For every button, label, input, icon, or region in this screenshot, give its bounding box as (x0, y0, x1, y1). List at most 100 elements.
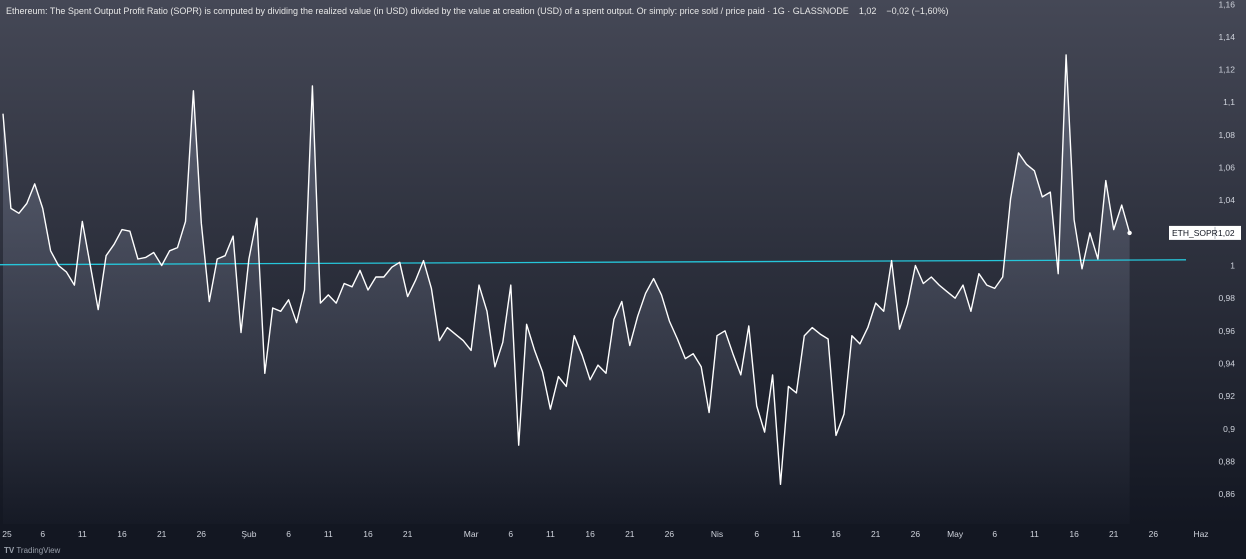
data-point (953, 296, 957, 300)
series-description: Ethereum: The Spent Output Profit Ratio … (6, 6, 765, 16)
data-point (929, 275, 933, 279)
x-tick-label: 11 (324, 529, 333, 539)
data-point (406, 295, 410, 299)
separator (851, 6, 856, 16)
data-point (414, 278, 418, 282)
data-point (612, 317, 616, 321)
x-axis[interactable]: 25 6 11 16 21 26 Şub 6 11 16 21 Mar 6 11 16 21 26 Nis 6 11 1… (2, 529, 1208, 539)
data-point (215, 257, 219, 261)
data-point (25, 202, 29, 206)
data-point (1032, 169, 1036, 173)
data-point (342, 282, 346, 286)
last-value-text: 1,02 (858, 6, 877, 16)
data-point (826, 337, 830, 341)
x-tick-label: Şub (241, 529, 256, 539)
data-point (882, 309, 886, 313)
data-point (779, 482, 783, 486)
data-point (977, 272, 981, 276)
data-point (699, 365, 703, 369)
change-text: −0,02 (−1,60%) (886, 6, 949, 16)
y-tick-label: 0,96 (1218, 326, 1235, 336)
data-point (239, 331, 243, 335)
x-tick-label: May (947, 529, 964, 539)
data-point (160, 264, 164, 268)
data-point (937, 283, 941, 287)
data-point (620, 300, 624, 304)
data-point (866, 326, 870, 330)
y-tick-label: 1 (1230, 261, 1235, 271)
data-point (453, 332, 457, 336)
data-point (858, 342, 862, 346)
data-point (461, 339, 465, 343)
data-point (850, 334, 854, 338)
data-point (72, 283, 76, 287)
data-point (469, 348, 473, 352)
data-point (295, 321, 299, 325)
data-point (906, 303, 910, 307)
y-tick-label: 1,06 (1218, 163, 1235, 173)
data-point (921, 282, 925, 286)
x-tick-label: 26 (911, 529, 921, 539)
data-point (191, 89, 195, 93)
data-point (176, 246, 180, 250)
data-point (41, 206, 45, 210)
data-point (723, 329, 727, 333)
data-point (667, 319, 671, 323)
data-point (422, 259, 426, 263)
data-point (596, 363, 600, 367)
x-tick-label: 25 (2, 529, 12, 539)
data-point (675, 337, 679, 341)
data-point (1096, 257, 1100, 261)
x-tick-label: 16 (1069, 529, 1079, 539)
x-tick-label: 21 (403, 529, 413, 539)
data-point (747, 324, 751, 328)
data-point (128, 229, 132, 233)
data-point (1, 112, 5, 116)
data-point (88, 264, 92, 268)
y-tick-label: 0,94 (1218, 359, 1235, 369)
data-point (636, 314, 640, 318)
data-point (271, 306, 275, 310)
data-point (644, 291, 648, 295)
x-tick-label: 21 (1109, 529, 1119, 539)
data-point (1017, 151, 1021, 155)
data-point (731, 352, 735, 356)
x-tick-label: 6 (508, 529, 513, 539)
data-point (913, 264, 917, 268)
data-point (993, 286, 997, 290)
area-fill-layer (3, 54, 1130, 525)
data-point (255, 216, 259, 220)
data-point (96, 308, 100, 312)
data-point (207, 300, 211, 304)
brand-footer[interactable]: TV TradingView (4, 546, 60, 555)
data-point (969, 309, 973, 313)
x-tick-label: 16 (585, 529, 595, 539)
baseline-layer (0, 259, 1187, 266)
y-tick-label: 0,88 (1218, 457, 1235, 467)
x-tick-label: 11 (546, 529, 555, 539)
data-point (604, 371, 608, 375)
data-point (525, 322, 529, 326)
last-label-series-name: ETH_SOPR (1172, 228, 1218, 238)
data-point (802, 334, 806, 338)
separator: · (787, 6, 793, 16)
y-tick-label: 0,98 (1218, 293, 1235, 303)
data-point (374, 275, 378, 279)
y-tick-label: 0,92 (1218, 391, 1235, 401)
data-point (660, 293, 664, 297)
data-point (1088, 231, 1092, 235)
data-point (1080, 267, 1084, 271)
data-point (1104, 179, 1108, 183)
data-point (755, 404, 759, 408)
data-point (168, 249, 172, 253)
x-tick-label: 16 (363, 529, 373, 539)
x-tick-label: 21 (871, 529, 881, 539)
data-point (104, 254, 108, 258)
data-point (818, 332, 822, 336)
x-tick-label: 16 (117, 529, 127, 539)
data-point (1112, 228, 1116, 232)
data-point (184, 219, 188, 223)
data-point (9, 206, 13, 210)
